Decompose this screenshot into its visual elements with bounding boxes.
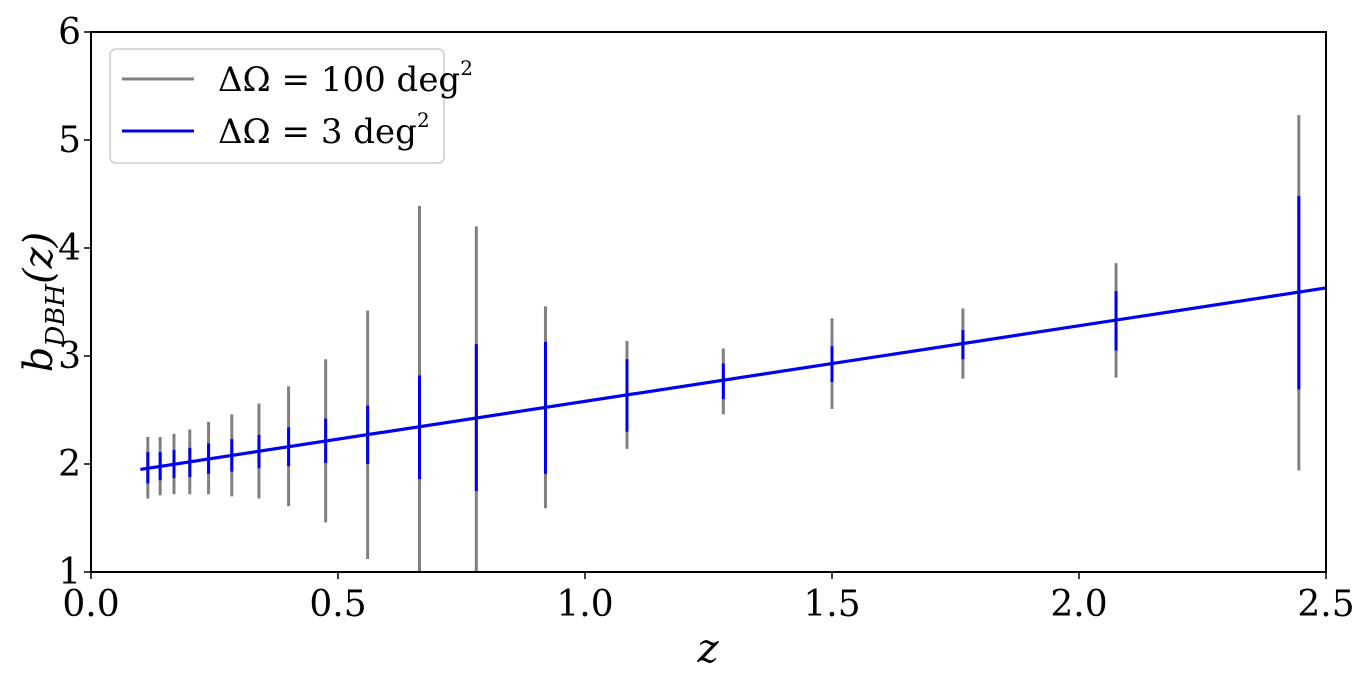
legend-label-3deg: ΔΩ = 3 deg2 (218, 108, 430, 152)
y-tick-label: 3 (58, 336, 81, 377)
plot-area (140, 115, 1327, 572)
y-tick-label: 4 (58, 228, 81, 269)
legend-label-100deg: ΔΩ = 100 deg2 (218, 56, 473, 100)
x-tick-label: 2.0 (1050, 584, 1107, 625)
x-tick-label: 0.0 (62, 584, 119, 625)
bias-line (140, 286, 1327, 471)
x-tick-label: 1.0 (556, 584, 613, 625)
y-axis-title-main: b (16, 347, 62, 373)
series-1 (146, 196, 1301, 491)
y-axis: 1 2 3 4 5 6 (58, 12, 91, 593)
y-axis-title-sub: DBH (41, 283, 71, 348)
x-tick-label: 1.5 (803, 584, 860, 625)
svg-text:bDBH(z): bDBH(z) (16, 232, 71, 373)
y-tick-label: 6 (58, 12, 81, 53)
y-tick-label: 2 (58, 444, 81, 485)
x-tick-label: 0.5 (309, 584, 366, 625)
y-tick-label: 1 (58, 552, 81, 593)
series-0 (146, 115, 1301, 572)
x-axis-title: z (696, 626, 719, 672)
y-tick-label: 5 (58, 120, 81, 161)
legend: ΔΩ = 100 deg2 ΔΩ = 3 deg2 (109, 48, 473, 164)
y-axis-title-tail: (z) (16, 232, 62, 284)
y-axis-title: bDBH(z) (16, 232, 71, 373)
plot-frame (90, 31, 1327, 573)
x-axis: 0.0 0.5 1.0 1.5 2.0 2.5 (62, 572, 1355, 625)
x-tick-label: 2.5 (1297, 584, 1354, 625)
